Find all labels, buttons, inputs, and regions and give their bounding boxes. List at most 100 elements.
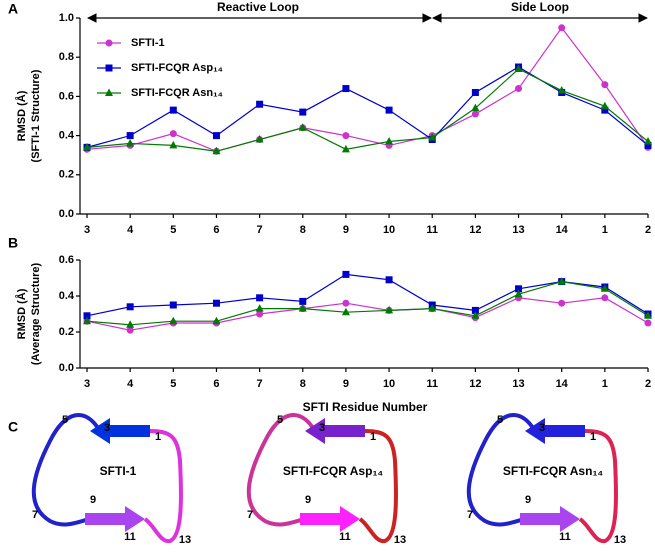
- y-tick-label: 0.4: [59, 290, 75, 302]
- marker: [471, 311, 480, 319]
- marker: [601, 294, 609, 302]
- x-tick-label: 9: [343, 224, 349, 236]
- strand-arrow: [90, 418, 150, 444]
- marker: [342, 132, 350, 140]
- marker: [428, 133, 437, 141]
- ribbon-loop: [246, 413, 317, 527]
- series-line: [86, 66, 649, 148]
- marker: [558, 299, 566, 307]
- x-tick-label: 7: [257, 378, 263, 390]
- x-tick-label: 6: [213, 224, 219, 236]
- region-label: Side Loop: [511, 0, 569, 14]
- marker: [105, 39, 113, 47]
- x-tick-label: 11: [426, 378, 438, 390]
- residue-label: 9: [90, 494, 96, 506]
- marker: [126, 303, 134, 311]
- structure-name: SFTI-FCQR Asp₁₄: [283, 464, 384, 478]
- marker: [644, 319, 652, 327]
- marker: [601, 106, 609, 114]
- residue-label: 7: [467, 509, 473, 521]
- marker: [644, 141, 652, 149]
- residue-label: 1: [155, 431, 161, 443]
- x-tick-label: 5: [170, 378, 176, 390]
- marker: [83, 312, 91, 320]
- y-tick-label: 0.0: [59, 208, 74, 220]
- legend-label: SFTI-FCQR Asn₁₄: [131, 87, 223, 99]
- marker: [169, 106, 177, 114]
- residue-label: 7: [247, 509, 253, 521]
- x-tick-label: 7: [257, 224, 263, 236]
- x-tick-label: 4: [127, 378, 134, 390]
- residue-label: 13: [179, 534, 191, 546]
- y-axis-label: (SFTI-1 Structure): [30, 69, 42, 162]
- x-tick-label: 11: [426, 224, 438, 236]
- series-line: [86, 280, 649, 326]
- y-axis-label: (Average Structure): [30, 263, 42, 366]
- residue-label: 13: [614, 534, 626, 546]
- marker: [169, 130, 177, 138]
- marker: [256, 294, 264, 302]
- region-label: Reactive Loop: [217, 0, 299, 14]
- y-axis-label: RMSD (Å): [15, 90, 28, 141]
- x-tick-label: 2: [645, 378, 651, 390]
- marker: [342, 85, 350, 93]
- ribbon-loop: [143, 429, 183, 544]
- marker: [644, 136, 652, 145]
- residue-label: 11: [559, 531, 571, 543]
- marker: [169, 301, 177, 309]
- marker: [255, 304, 264, 312]
- structure: 5 3 1 7 9 11 13 SFTI-FCQR Asn₁₄: [466, 413, 626, 546]
- strand-arrow: [525, 418, 585, 444]
- residue-label: 5: [497, 414, 503, 426]
- y-tick-label: 0.6: [59, 254, 74, 266]
- residue-label: 3: [539, 422, 545, 434]
- y-tick-label: 0.2: [59, 326, 74, 338]
- x-tick-label: 8: [300, 224, 306, 236]
- residue-label: 13: [394, 534, 406, 546]
- panel-label: B: [8, 235, 18, 251]
- marker: [601, 81, 609, 89]
- ribbon-loop: [578, 429, 618, 544]
- x-tick-label: 13: [512, 224, 524, 236]
- marker: [385, 106, 393, 114]
- x-tick-label: 8: [300, 378, 306, 390]
- series-line: [86, 26, 649, 152]
- residue-label: 3: [104, 422, 110, 434]
- x-tick-label: 13: [512, 378, 524, 390]
- x-tick-label: 10: [383, 224, 395, 236]
- structure: 5 3 1 7 9 11 13 SFTI-FCQR Asp₁₄: [246, 413, 406, 546]
- marker: [83, 316, 91, 325]
- marker: [471, 103, 480, 112]
- residue-label: 1: [590, 431, 596, 443]
- marker: [126, 138, 135, 147]
- marker: [515, 285, 523, 293]
- marker: [212, 316, 221, 325]
- x-tick-label: 6: [213, 378, 219, 390]
- x-tick-label: 12: [469, 224, 481, 236]
- marker: [557, 277, 566, 285]
- marker: [255, 135, 264, 143]
- x-tick-label: 2: [645, 224, 651, 236]
- legend-label: SFTI-1: [131, 37, 165, 49]
- marker: [83, 142, 91, 151]
- marker: [126, 132, 134, 140]
- marker: [514, 64, 523, 72]
- marker: [342, 270, 350, 278]
- marker: [298, 304, 307, 312]
- structure-name: SFTI-FCQR Asn₁₄: [503, 464, 604, 478]
- x-tick-label: 14: [556, 378, 569, 390]
- residue-label: 1: [370, 431, 376, 443]
- y-axis-label: RMSD (Å): [15, 288, 28, 339]
- marker: [385, 276, 393, 284]
- marker: [471, 88, 479, 96]
- y-tick-label: 0.4: [59, 130, 75, 142]
- x-tick-label: 1: [602, 378, 608, 390]
- marker: [126, 326, 134, 334]
- ribbon-loop: [31, 413, 102, 527]
- marker: [298, 123, 307, 131]
- panel-label: C: [8, 419, 18, 435]
- marker: [169, 316, 178, 325]
- y-tick-label: 0.0: [59, 362, 74, 374]
